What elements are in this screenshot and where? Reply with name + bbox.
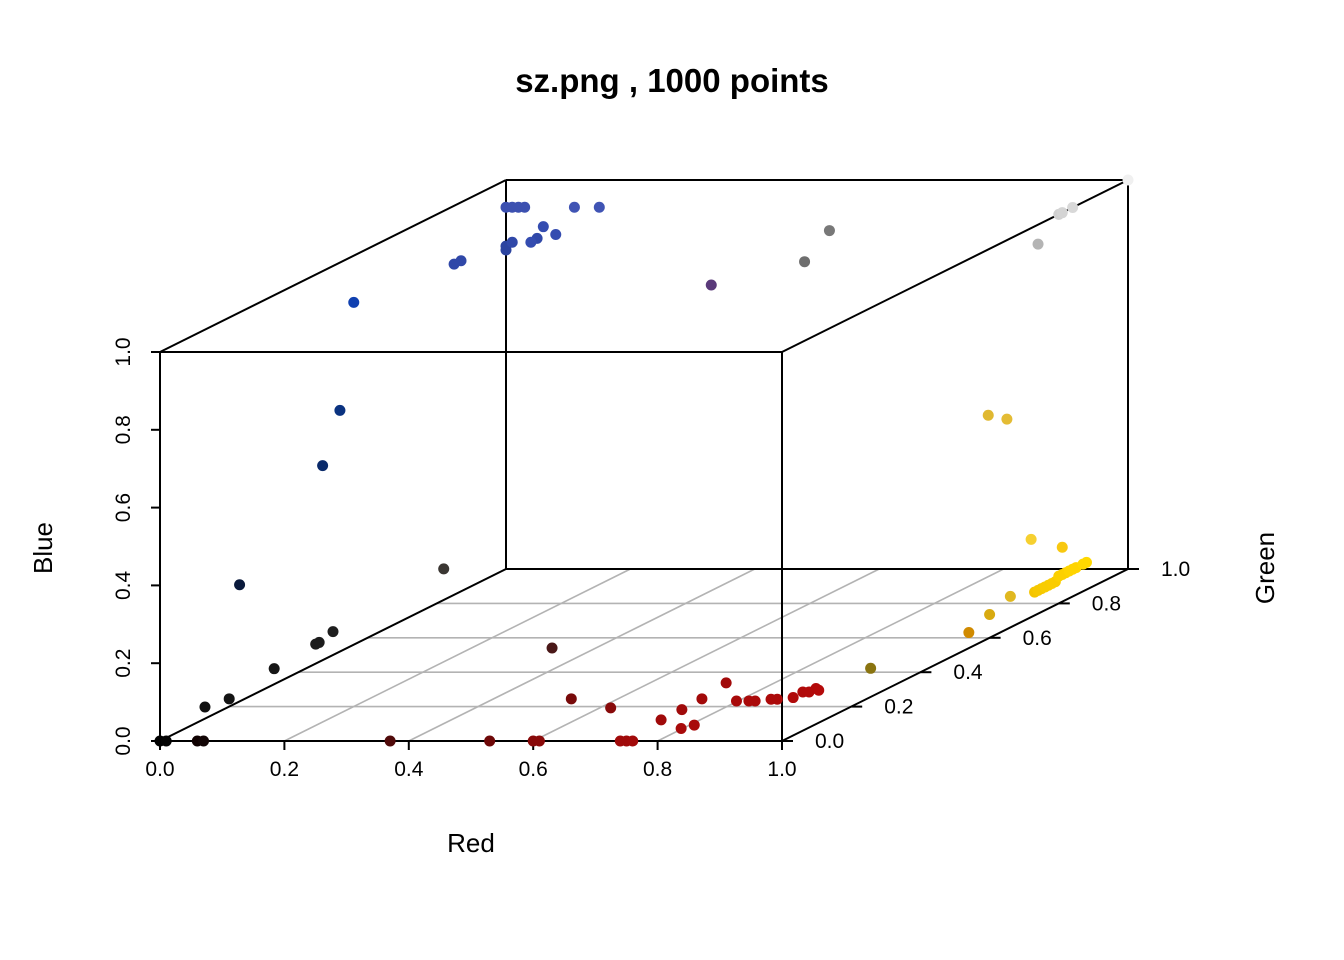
grid-line-x (408, 568, 756, 742)
data-point (1080, 556, 1092, 568)
data-point (1122, 174, 1134, 186)
data-point (593, 201, 605, 213)
data-point (519, 201, 531, 213)
data-point (313, 636, 325, 648)
data-point (550, 228, 562, 240)
data-point (317, 460, 329, 472)
data-point (688, 719, 700, 731)
data-point (1067, 202, 1079, 214)
grid-line-x (532, 568, 880, 742)
data-point (484, 735, 496, 747)
data-point (546, 642, 558, 654)
data-point (565, 693, 577, 705)
data-point (334, 404, 346, 416)
x-axis: 0.0 0.2 0.4 0.6 0.8 1.0 (145, 741, 797, 781)
data-point (1056, 541, 1068, 553)
y-tick-label: 0.8 (1092, 592, 1121, 615)
z-axis-title: Blue (28, 522, 58, 574)
data-point (1025, 533, 1037, 545)
data-point (705, 279, 717, 291)
x-tick-label: 1.0 (767, 758, 796, 781)
chart-title: sz.png , 1000 points (515, 62, 829, 99)
box-edge (159, 179, 507, 353)
z-tick-label: 0.2 (112, 649, 135, 678)
data-point (348, 296, 360, 308)
data-point (813, 684, 825, 696)
data-point (799, 256, 811, 268)
x-tick-label: 0.8 (643, 758, 672, 781)
x-tick-label: 0.4 (394, 758, 424, 781)
y-tick-label: 0.0 (815, 730, 844, 753)
data-point (198, 735, 210, 747)
data-point (438, 563, 450, 575)
data-point (675, 723, 687, 735)
data-point (1032, 238, 1044, 250)
data-point (568, 201, 580, 213)
data-point (963, 627, 975, 639)
z-tick-label: 0.4 (112, 570, 135, 600)
floor-grid (229, 568, 1059, 742)
grid-line-x (284, 568, 631, 742)
y-tick-label: 0.2 (884, 696, 913, 719)
data-point (384, 735, 396, 747)
grid-line-x (657, 568, 1004, 742)
data-point (1001, 413, 1013, 425)
y-axis-title: Green (1250, 532, 1280, 604)
x-axis-title: Red (447, 828, 495, 858)
data-point (676, 704, 688, 716)
data-point (823, 225, 835, 237)
data-points (154, 174, 1134, 747)
data-point (1056, 207, 1068, 219)
data-point (730, 695, 742, 707)
y-tick-label: 0.6 (1023, 627, 1052, 650)
box-edge (159, 568, 507, 742)
data-point (533, 735, 545, 747)
box-edge (781, 568, 1129, 742)
data-point (605, 702, 617, 714)
z-axis: 0.0 0.2 0.4 0.6 0.8 1.0 (112, 337, 160, 756)
data-point (455, 255, 467, 267)
z-tick-label: 0.8 (112, 415, 135, 444)
data-point (506, 236, 518, 248)
data-point (525, 236, 537, 248)
data-point (160, 735, 172, 747)
x-tick-label: 0.0 (145, 758, 174, 781)
z-tick-label: 0.6 (112, 493, 135, 522)
data-point (787, 692, 799, 704)
data-point (1004, 590, 1016, 602)
data-point (268, 663, 280, 675)
y-tick-label: 0.4 (953, 661, 983, 684)
x-tick-label: 0.2 (270, 758, 299, 781)
data-point (199, 701, 211, 713)
z-tick-label: 0.0 (112, 726, 135, 755)
data-point (982, 409, 994, 421)
data-point (655, 714, 667, 726)
z-tick-label: 1.0 (112, 337, 135, 366)
data-point (720, 677, 732, 689)
y-axis: 0.0 0.2 0.4 0.6 0.8 1.0 (782, 558, 1190, 753)
data-point (749, 695, 761, 707)
data-point (234, 579, 246, 591)
data-point (537, 221, 549, 233)
data-point (627, 735, 639, 747)
x-tick-label: 0.6 (519, 758, 548, 781)
data-point (327, 626, 339, 638)
plot-box (159, 179, 1129, 742)
data-point (771, 693, 783, 705)
data-point (984, 608, 996, 620)
y-tick-label: 1.0 (1161, 558, 1190, 581)
data-point (223, 693, 235, 705)
data-point (696, 693, 708, 705)
data-point (865, 662, 877, 674)
